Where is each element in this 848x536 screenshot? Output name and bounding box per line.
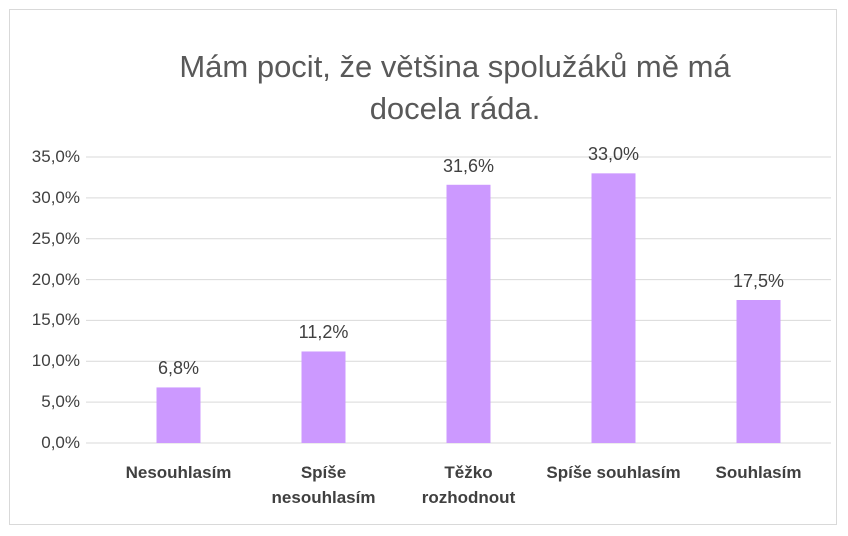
value-label: 11,2% xyxy=(298,322,349,343)
x-tick-label: Těžko rozhodnout xyxy=(421,463,516,507)
bar xyxy=(446,184,491,444)
value-label: 33,0% xyxy=(587,144,640,165)
value-label: 17,5% xyxy=(732,271,785,291)
bar xyxy=(736,300,781,443)
bar xyxy=(591,173,636,444)
bar xyxy=(156,387,201,443)
y-tick-label: 0,0% xyxy=(41,433,80,452)
y-tick-label: 25,0% xyxy=(31,228,80,248)
y-tick-label: 15,0% xyxy=(31,310,80,330)
value-label: 31,6% xyxy=(442,155,495,176)
x-tick-label: Souhlasím xyxy=(715,463,802,482)
value-label: 6,8% xyxy=(157,358,200,379)
chart-frame xyxy=(9,9,837,525)
x-tick-label: Nesouhlasím xyxy=(125,463,232,482)
x-tick-label: Spíše souhlasím xyxy=(546,463,681,482)
y-tick-label: 35,0% xyxy=(31,147,80,166)
y-tick-label: 20,0% xyxy=(31,269,80,289)
bar xyxy=(301,351,346,443)
y-tick-label: 30,0% xyxy=(31,187,80,207)
x-tick-label: Spíše nesouhlasím xyxy=(271,463,376,507)
y-tick-label: 10,0% xyxy=(31,351,80,371)
chart-title: Mám pocit, že většina spolužáků mě má do… xyxy=(179,49,731,126)
y-tick-label: 5,0% xyxy=(41,392,80,412)
